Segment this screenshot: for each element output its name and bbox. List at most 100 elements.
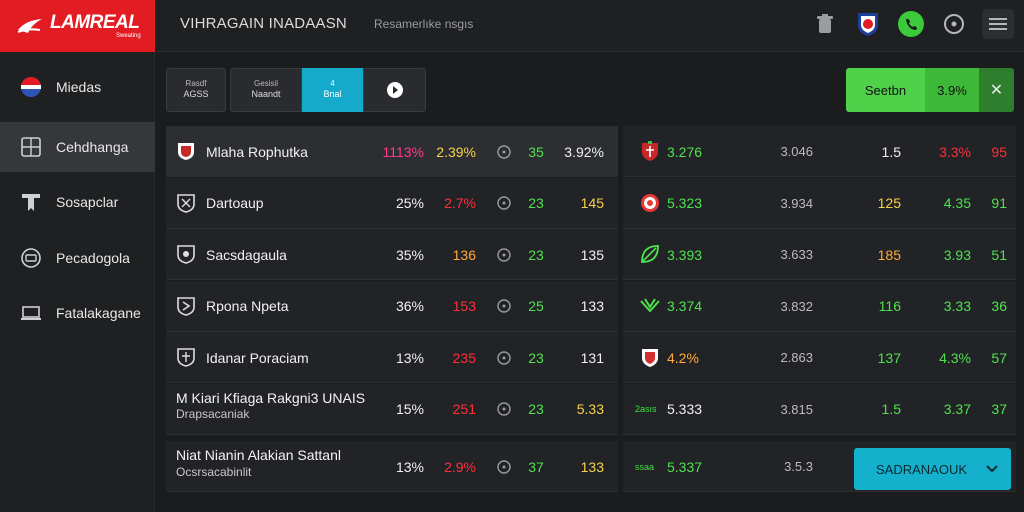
odds-secondary: 3.5.3	[784, 459, 813, 474]
sidebar-item-label: Miedas	[56, 79, 102, 95]
sidebar-item-cehdhanga[interactable]: Cehdhanga	[0, 122, 155, 172]
odds-row[interactable]: 2asıs 5.333 3.815 1.5 3.37 37	[623, 383, 1016, 435]
odds-value[interactable]: 4.35	[943, 195, 971, 211]
filter-2-bottom: Naandt	[251, 89, 281, 100]
search-button[interactable]: Seetbn	[846, 68, 925, 112]
team-name: Rpona Npeta	[206, 298, 289, 314]
top-bar: LAMREAL Sweating VIHRAGAIN INADAASN Resa…	[0, 0, 1024, 52]
flag-icon	[20, 76, 42, 98]
close-icon[interactable]: ✕	[979, 68, 1014, 112]
bet-dropdown-button[interactable]: SADRANAOUK	[854, 448, 1011, 490]
stat-count: 23	[528, 246, 544, 263]
stat-odds[interactable]: 2.39%	[436, 143, 476, 160]
stat-value[interactable]: 131	[580, 349, 604, 366]
stat-count: 23	[528, 349, 544, 366]
stat-percent: 13%	[395, 458, 424, 475]
bet-button-label: SADRANAOUK	[876, 461, 968, 477]
search-pill: Seetbn 3.9% ✕	[846, 68, 1014, 112]
team-name: Sacsdagaula	[206, 246, 287, 263]
sidebar-item-pecadogola[interactable]: Pecadogola	[0, 233, 155, 283]
odds-primary[interactable]: 5.333	[667, 401, 703, 417]
team-subtitle: Drapsacaniak	[176, 407, 250, 421]
stat-value[interactable]: 3.92%	[564, 143, 604, 160]
stat-count: 25	[528, 298, 544, 314]
stat-odds[interactable]: 153	[452, 298, 476, 314]
ball-icon	[20, 247, 42, 269]
brand-mark-icon	[17, 19, 42, 33]
trash-icon[interactable]	[810, 9, 840, 39]
odds-primary[interactable]: 3.374	[667, 298, 703, 314]
odds-secondary: 2.863	[780, 350, 813, 365]
sidebar-item-fatalakagane[interactable]: Fatalakagane	[0, 288, 155, 338]
brand-logo[interactable]: LAMREAL Sweating	[0, 0, 155, 52]
table-row[interactable]: Rpona Npeta 36% 153 25 133	[166, 280, 618, 332]
stat-value[interactable]: 133	[580, 298, 604, 314]
stat-percent: 15%	[395, 401, 424, 417]
odds-row[interactable]: 3.374 3.832 116 3.33 36	[623, 280, 1016, 332]
stat-odds[interactable]: 251	[452, 401, 476, 417]
clock-icon	[496, 441, 512, 492]
stat-odds[interactable]: 2.7%	[444, 195, 476, 211]
shield-icon	[20, 191, 42, 213]
team-crest-icon	[176, 141, 196, 161]
team-crest-icon[interactable]	[853, 9, 883, 39]
stat-count: 37	[528, 458, 544, 475]
odds-value[interactable]: 4.3%	[939, 349, 971, 366]
odds-points: 95	[991, 143, 1007, 160]
sidebar-item-label: Sosapclar	[56, 194, 119, 210]
filter-button-4[interactable]	[363, 68, 426, 112]
odds-count: 1.5	[881, 143, 901, 160]
stat-count: 23	[528, 401, 544, 417]
menu-icon[interactable]	[982, 9, 1014, 39]
stat-value[interactable]: 145	[580, 195, 604, 211]
table-row[interactable]: Mlaha Rophutka 1113% 2.39% 35 3.92%	[166, 126, 618, 177]
stat-value[interactable]: 5.33	[576, 401, 604, 417]
sidebar-item-miedas[interactable]: Miedas	[0, 62, 155, 112]
table-row[interactable]: Sacsdagaula 35% 136 23 135	[166, 229, 618, 280]
play-icon	[386, 82, 403, 98]
sidebar-item-label: Cehdhanga	[56, 139, 129, 155]
odds-row[interactable]: 3.393 3.633 185 3.93 51	[623, 229, 1016, 280]
sidebar-item-sosapclar[interactable]: Sosapclar	[0, 177, 155, 227]
phone-call-icon[interactable]	[896, 9, 926, 39]
stat-value[interactable]: 133	[580, 458, 604, 475]
stat-percent: 36%	[395, 298, 424, 314]
table-row[interactable]: Idanar Poraciam 13% 235 23 131	[166, 332, 618, 383]
filter-group: Rasdf AGSS Gesisil Naandt 4 Bnal	[166, 68, 426, 112]
stat-odds[interactable]: 136	[452, 246, 476, 263]
odds-count: 185	[877, 246, 901, 263]
stat-value[interactable]: 135	[580, 246, 604, 263]
odds-points: 51	[991, 246, 1007, 263]
team-name: Dartoaup	[206, 195, 264, 211]
stat-percent: 35%	[395, 246, 424, 263]
stat-count: 23	[528, 195, 544, 211]
odds-row[interactable]: 3.276 3.046 1.5 3.3% 95	[623, 126, 1016, 177]
odds-primary[interactable]: 3.276	[667, 143, 703, 160]
odds-value[interactable]: 3.37	[943, 401, 971, 417]
filter-2-top: Gesisil	[253, 79, 278, 89]
stat-odds[interactable]: 235	[452, 349, 476, 366]
team-crest-icon	[176, 193, 196, 213]
stat-percent: 25%	[395, 195, 424, 211]
odds-primary[interactable]: 5.337	[667, 458, 703, 475]
filter-button-3-active[interactable]: 4 Bnal	[302, 68, 363, 112]
odds-value[interactable]: 3.3%	[939, 143, 971, 160]
filter-button-2[interactable]: Gesisil Naandt	[230, 68, 302, 112]
odds-count: 116	[878, 298, 901, 314]
filter-button-1[interactable]: Rasdf AGSS	[166, 68, 226, 112]
odds-primary[interactable]: 4.2%	[667, 349, 699, 366]
odds-value[interactable]: 3.33	[943, 298, 971, 314]
table-row[interactable]: Dartoaup 25% 2.7% 23 145	[166, 177, 618, 229]
table-row[interactable]: Niat Nianin Alakian Sattanl Ocsrsacabinl…	[166, 441, 618, 492]
odds-primary[interactable]: 5.323	[667, 195, 703, 211]
odds-value[interactable]: 3.93	[943, 246, 971, 263]
settings-circle-icon[interactable]	[939, 9, 969, 39]
stat-odds[interactable]: 2.9%	[444, 458, 476, 475]
table-row[interactable]: M Kiari Kfiaga Rakgni3 UNAIS Drapsacania…	[166, 383, 618, 435]
filter-1-top: Rasdf	[185, 79, 207, 89]
odds-points: 91	[991, 195, 1007, 211]
odds-count: 137	[877, 349, 901, 366]
odds-primary[interactable]: 3.393	[667, 246, 703, 263]
odds-row[interactable]: 5.323 3.934 125 4.35 91	[623, 177, 1016, 229]
odds-row[interactable]: 4.2% 2.863 137 4.3% 57	[623, 332, 1016, 383]
